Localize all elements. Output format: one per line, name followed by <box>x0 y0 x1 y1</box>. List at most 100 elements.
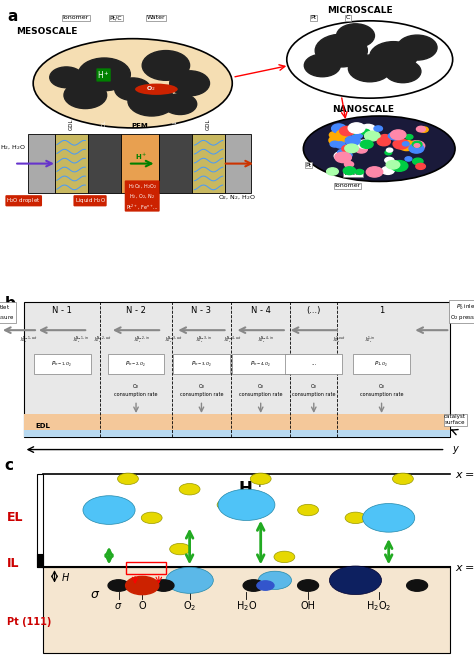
Text: CCL: CCL <box>173 120 178 130</box>
Circle shape <box>337 149 346 155</box>
Circle shape <box>360 140 373 148</box>
Text: $P_{n-3,O_2}$: $P_{n-3,O_2}$ <box>191 359 212 369</box>
Text: $J_{D_2}^{N-2,in}$: $J_{D_2}^{N-2,in}$ <box>135 334 150 346</box>
Circle shape <box>329 135 346 145</box>
Circle shape <box>370 42 417 71</box>
Bar <box>24 414 450 437</box>
Circle shape <box>365 131 380 141</box>
Text: $J_{D_2}^{N-1,out}$: $J_{D_2}^{N-1,out}$ <box>20 334 38 346</box>
Circle shape <box>405 157 412 161</box>
Circle shape <box>83 496 135 524</box>
Circle shape <box>142 51 190 80</box>
Text: catalyst
surface: catalyst surface <box>444 414 466 425</box>
Bar <box>37 555 43 567</box>
Text: Pt (111): Pt (111) <box>7 617 52 627</box>
Circle shape <box>419 127 428 132</box>
Circle shape <box>347 144 358 151</box>
Circle shape <box>346 167 355 173</box>
Circle shape <box>353 132 363 139</box>
Circle shape <box>64 82 107 108</box>
Circle shape <box>126 576 159 595</box>
Text: H$_2$, H$_2$O: H$_2$, H$_2$O <box>0 143 26 151</box>
Text: O: O <box>138 602 146 611</box>
Text: H$_2$O$_2$, H$_2$O$_2$
H$_2$, O$_2$, N$_2$
Pt$^{2+}$, Fe$^{n+}$...: H$_2$O$_2$, H$_2$O$_2$ H$_2$, O$_2$, N$_… <box>126 182 159 211</box>
Text: OH: OH <box>301 602 316 611</box>
Circle shape <box>50 67 83 88</box>
Circle shape <box>327 168 338 175</box>
Text: $P_{n-1,O_2}$: $P_{n-1,O_2}$ <box>51 359 73 369</box>
Circle shape <box>405 135 413 139</box>
Circle shape <box>164 94 197 114</box>
Circle shape <box>379 135 391 141</box>
Circle shape <box>397 35 437 60</box>
Text: N - 3: N - 3 <box>191 306 211 315</box>
Circle shape <box>385 60 421 83</box>
Text: H$^+$: H$^+$ <box>97 69 110 81</box>
Text: GDL: GDL <box>69 119 73 130</box>
Circle shape <box>363 504 415 532</box>
Circle shape <box>298 580 319 591</box>
Text: EDL: EDL <box>36 424 50 430</box>
Circle shape <box>345 126 357 134</box>
Text: GDL: GDL <box>206 119 211 130</box>
Text: Liquid H$_2$O: Liquid H$_2$O <box>74 196 106 206</box>
Bar <box>225 134 251 193</box>
Circle shape <box>377 137 391 146</box>
Text: c: c <box>5 458 14 473</box>
Text: $\sigma$: $\sigma$ <box>90 588 100 601</box>
Text: H$_2$O droplet: H$_2$O droplet <box>7 196 41 206</box>
Circle shape <box>128 87 175 116</box>
Text: $J_{D_2}^{1,in}$: $J_{D_2}^{1,in}$ <box>365 334 374 346</box>
Circle shape <box>345 512 366 524</box>
Text: EL: EL <box>7 512 24 524</box>
FancyBboxPatch shape <box>353 354 410 373</box>
Circle shape <box>108 580 129 591</box>
Circle shape <box>274 551 295 563</box>
Text: O$_2$
consumption rate: O$_2$ consumption rate <box>114 382 158 397</box>
Text: O$_2$
consumption rate: O$_2$ consumption rate <box>239 382 283 397</box>
Text: b: b <box>5 296 16 311</box>
Circle shape <box>340 126 355 136</box>
Circle shape <box>343 167 356 175</box>
Text: $J_{D_2}^{N-1,in}$: $J_{D_2}^{N-1,in}$ <box>73 334 88 346</box>
Circle shape <box>360 126 374 134</box>
Circle shape <box>78 58 130 91</box>
Circle shape <box>298 504 319 516</box>
Circle shape <box>348 138 361 146</box>
Text: MESOSCALE: MESOSCALE <box>17 27 78 36</box>
Text: (...): (...) <box>307 306 321 315</box>
Text: Water: Water <box>344 171 362 176</box>
Bar <box>28 134 55 193</box>
Circle shape <box>345 161 354 167</box>
Bar <box>43 567 450 653</box>
FancyBboxPatch shape <box>232 354 289 373</box>
Circle shape <box>250 473 271 485</box>
Circle shape <box>399 140 415 151</box>
Circle shape <box>115 78 151 100</box>
Text: H$^+$: H$^+$ <box>238 480 264 499</box>
Circle shape <box>356 145 367 153</box>
Text: $P_{n-2,O_2}$: $P_{n-2,O_2}$ <box>125 359 147 369</box>
Circle shape <box>393 139 409 149</box>
Text: H$_2$O: H$_2$O <box>236 600 257 613</box>
Text: $P_s$ outlet
O$_2$ pressure: $P_s$ outlet O$_2$ pressure <box>0 303 15 322</box>
Circle shape <box>412 141 422 147</box>
Circle shape <box>329 132 340 138</box>
Circle shape <box>382 167 394 175</box>
Bar <box>192 134 225 193</box>
Circle shape <box>385 151 392 155</box>
Circle shape <box>388 132 401 140</box>
Circle shape <box>345 144 358 153</box>
Text: Pt: Pt <box>306 163 312 168</box>
Bar <box>24 302 450 437</box>
Text: $J_{D_2}^{N-4,out}$: $J_{D_2}^{N-4,out}$ <box>224 334 242 346</box>
Text: NANOSCALE: NANOSCALE <box>332 104 394 114</box>
Circle shape <box>385 157 394 163</box>
Circle shape <box>170 543 191 555</box>
Circle shape <box>179 483 200 495</box>
FancyBboxPatch shape <box>108 354 164 373</box>
Bar <box>55 134 88 193</box>
Text: MICROSCALE: MICROSCALE <box>327 7 392 15</box>
Text: y: y <box>453 444 458 453</box>
Circle shape <box>336 141 346 148</box>
